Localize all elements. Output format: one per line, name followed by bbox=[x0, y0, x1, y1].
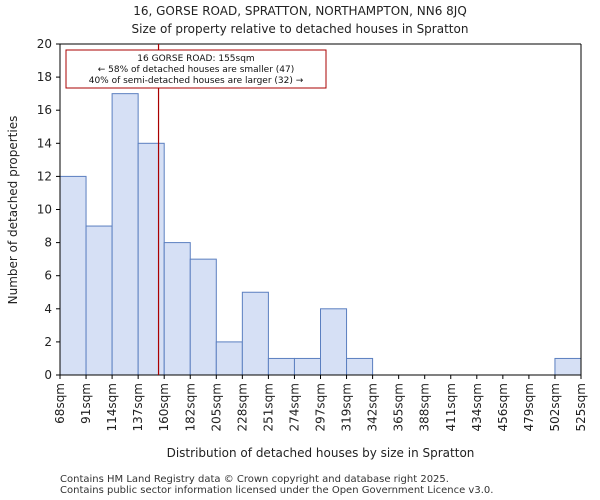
x-tick-label-251sqm: 251sqm bbox=[261, 383, 275, 431]
annotation-line-3: 40% of semi-detached houses are larger (… bbox=[89, 76, 304, 86]
x-tick-label-479sqm: 479sqm bbox=[522, 383, 536, 431]
x-tick-label-68sqm: 68sqm bbox=[53, 383, 67, 424]
y-tick-label-6: 6 bbox=[44, 269, 52, 283]
x-tick-label-274sqm: 274sqm bbox=[287, 383, 301, 431]
bar-137sqm bbox=[137, 142, 165, 376]
y-tick-label-0: 0 bbox=[44, 368, 52, 382]
y-tick-label-10: 10 bbox=[37, 203, 52, 217]
footer-copyright: Contains HM Land Registry data © Crown c… bbox=[60, 474, 449, 485]
y-tick-label-20: 20 bbox=[37, 37, 52, 51]
bar-91sqm bbox=[85, 225, 113, 376]
x-tick-label-434sqm: 434sqm bbox=[470, 383, 484, 431]
bar-274sqm bbox=[293, 357, 322, 376]
x-tick-label-388sqm: 388sqm bbox=[418, 383, 432, 431]
x-tick-label-411sqm: 411sqm bbox=[444, 383, 458, 431]
y-tick-label-8: 8 bbox=[44, 236, 52, 250]
bar-502sqm bbox=[554, 357, 582, 376]
y-tick-label-16: 16 bbox=[37, 103, 52, 117]
bar-68sqm bbox=[59, 175, 87, 376]
y-tick-label-12: 12 bbox=[37, 169, 52, 183]
annotation-line-2: ← 58% of detached houses are smaller (47… bbox=[98, 65, 295, 75]
x-axis-label: Distribution of detached houses by size … bbox=[166, 446, 475, 460]
x-tick-label-182sqm: 182sqm bbox=[183, 383, 197, 431]
x-tick-label-160sqm: 160sqm bbox=[157, 383, 171, 431]
annotation-box bbox=[65, 49, 327, 89]
bar-319sqm bbox=[346, 357, 374, 376]
bar-205sqm bbox=[215, 341, 243, 376]
x-tick-label-91sqm: 91sqm bbox=[79, 383, 93, 424]
x-tick-label-297sqm: 297sqm bbox=[314, 383, 328, 431]
x-tick-label-365sqm: 365sqm bbox=[392, 383, 406, 431]
x-tick-label-205sqm: 205sqm bbox=[209, 383, 223, 431]
x-tick-label-114sqm: 114sqm bbox=[105, 383, 119, 431]
x-tick-label-228sqm: 228sqm bbox=[235, 383, 249, 431]
x-tick-label-137sqm: 137sqm bbox=[131, 383, 145, 431]
footer-licence: Contains public sector information licen… bbox=[60, 485, 494, 496]
bar-251sqm bbox=[267, 357, 295, 376]
bar-114sqm bbox=[111, 93, 139, 376]
y-tick-label-18: 18 bbox=[37, 70, 52, 84]
y-tick-label-2: 2 bbox=[44, 335, 52, 349]
chart-title: 16, GORSE ROAD, SPRATTON, NORTHAMPTON, N… bbox=[133, 4, 467, 18]
x-tick-label-342sqm: 342sqm bbox=[366, 383, 380, 431]
chart-subtitle: Size of property relative to detached ho… bbox=[131, 22, 469, 36]
bar-297sqm bbox=[320, 308, 348, 376]
bar-182sqm bbox=[189, 258, 217, 376]
bar-160sqm bbox=[163, 242, 191, 376]
x-tick-label-502sqm: 502sqm bbox=[548, 383, 562, 431]
y-axis-label: Number of detached properties bbox=[6, 115, 20, 305]
bar-228sqm bbox=[241, 291, 269, 376]
y-tick-label-14: 14 bbox=[37, 136, 52, 150]
x-tick-label-456sqm: 456sqm bbox=[496, 383, 510, 431]
y-tick-label-4: 4 bbox=[44, 302, 52, 316]
x-tick-label-525sqm: 525sqm bbox=[574, 383, 588, 431]
annotation-line-1: 16 GORSE ROAD: 155sqm bbox=[137, 54, 254, 64]
x-tick-label-319sqm: 319sqm bbox=[340, 383, 354, 431]
